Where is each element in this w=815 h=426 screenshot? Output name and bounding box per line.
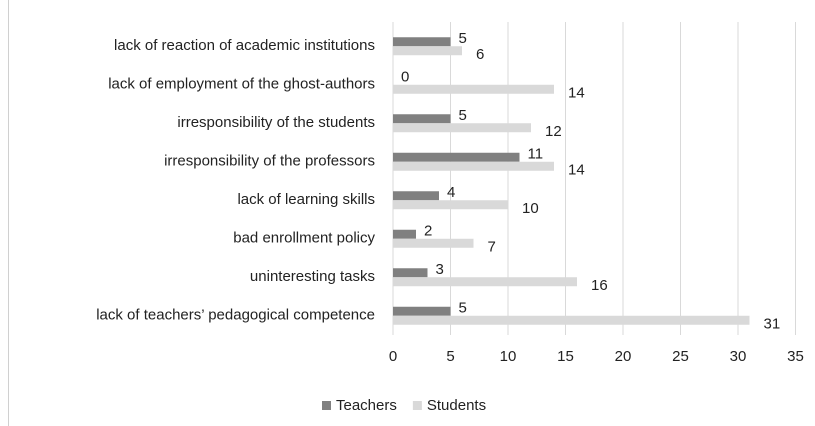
bar: [393, 200, 508, 210]
y-tick-label: lack of learning skills: [237, 191, 375, 208]
y-tick-label: lack of teachers’ pedagogical competence: [96, 307, 375, 324]
x-tick-label: 5: [446, 348, 454, 365]
bar: [393, 191, 439, 201]
y-tick-label: lack of reaction of academic institution…: [114, 37, 375, 54]
bar: [393, 268, 428, 278]
data-label: 5: [459, 107, 467, 124]
x-tick-label: 30: [730, 348, 747, 365]
x-tick-label: 0: [389, 348, 397, 365]
data-label: 5: [459, 30, 467, 47]
bar: [393, 229, 416, 239]
bar: [393, 114, 451, 124]
data-label: 3: [436, 261, 444, 278]
bar: [393, 315, 750, 325]
bar: [393, 238, 474, 248]
bar: [393, 123, 531, 133]
y-tick-label: irresponsibility of the professors: [164, 153, 375, 170]
y-tick-label: irresponsibility of the students: [177, 114, 375, 131]
bar: [393, 46, 462, 56]
x-tick-label: 25: [672, 348, 689, 365]
data-label: 12: [545, 123, 562, 140]
bar: [393, 277, 577, 287]
data-label: 5: [459, 300, 467, 317]
data-label: 16: [591, 277, 608, 294]
data-label: 2: [424, 223, 432, 240]
bar: [393, 84, 554, 94]
bar: [393, 152, 520, 162]
data-label: 4: [447, 184, 455, 201]
x-tick-label: 15: [557, 348, 574, 365]
legend-swatch: [412, 401, 422, 410]
legend-swatch: [322, 401, 331, 410]
legend-label: Teachers: [336, 397, 397, 414]
data-label: 10: [522, 200, 539, 217]
x-tick-label: 35: [787, 348, 804, 365]
y-tick-label: uninteresting tasks: [250, 268, 375, 285]
bar: [393, 161, 554, 171]
y-tick-label: lack of employment of the ghost-authors: [108, 76, 375, 93]
data-label: 31: [764, 316, 781, 333]
bar: [393, 37, 451, 47]
bar: [393, 306, 451, 316]
x-tick-label: 20: [615, 348, 632, 365]
data-label: 0: [401, 69, 409, 86]
data-label: 6: [476, 46, 484, 63]
x-tick-label: 10: [500, 348, 517, 365]
data-label: 11: [528, 146, 544, 163]
legend-label: Students: [427, 397, 486, 414]
data-label: 14: [568, 162, 585, 179]
data-label: 14: [568, 85, 585, 102]
y-tick-label: bad enrollment policy: [233, 230, 375, 247]
data-label: 7: [488, 239, 496, 256]
